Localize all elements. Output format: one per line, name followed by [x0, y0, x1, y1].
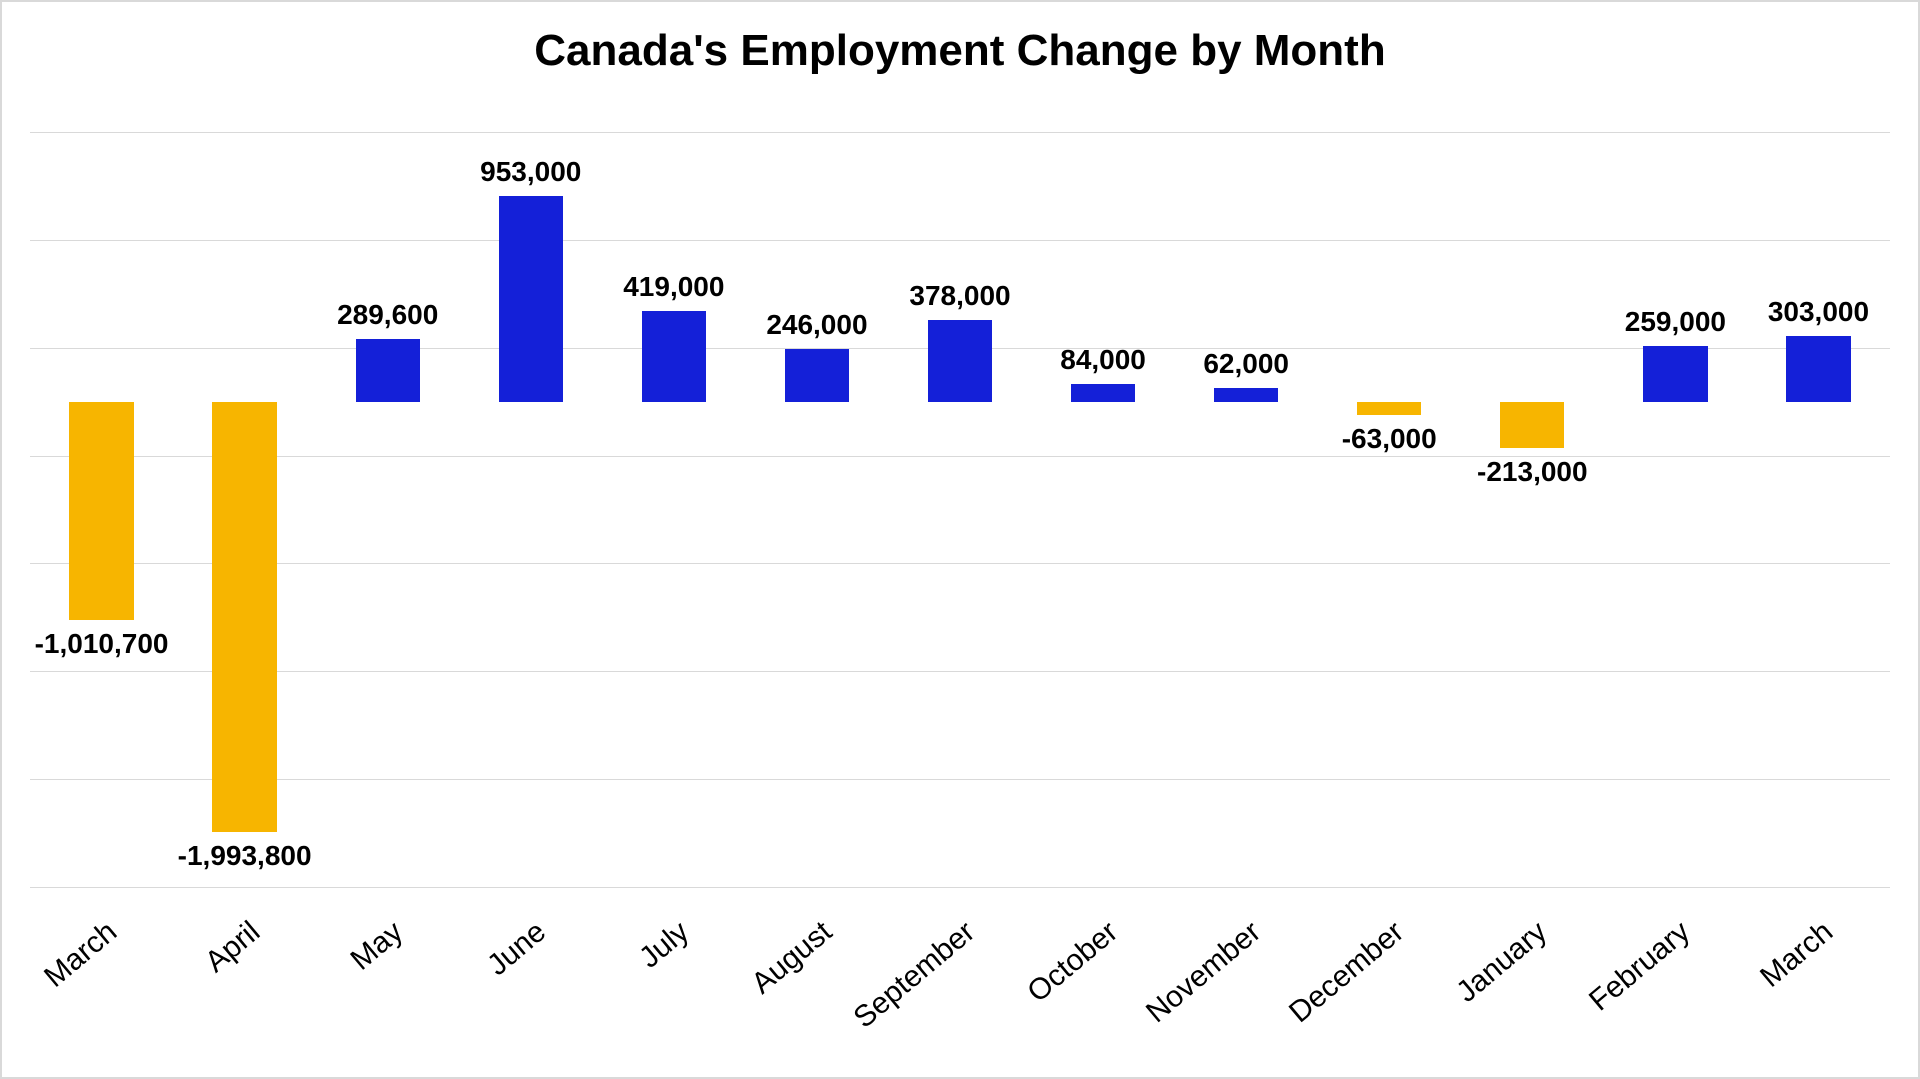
bar-value-label: 289,600 [337, 299, 438, 331]
chart-plot-area: -1,010,700March-1,993,800April289,600May… [30, 132, 1890, 887]
bar [1071, 384, 1135, 402]
chart-title: Canada's Employment Change by Month [2, 26, 1918, 76]
bar-value-label: -1,993,800 [178, 840, 312, 872]
chart-frame: Canada's Employment Change by Month -1,0… [0, 0, 1920, 1079]
bar-value-label: -213,000 [1477, 456, 1588, 488]
bar-value-label: 62,000 [1203, 348, 1289, 380]
bar-value-label: 246,000 [766, 309, 867, 341]
bar [212, 402, 276, 832]
bar [1643, 346, 1707, 402]
bar [1500, 402, 1564, 448]
bar [1357, 402, 1421, 416]
bar-value-label: 378,000 [909, 280, 1010, 312]
bar [356, 339, 420, 401]
gridline [30, 563, 1890, 564]
bar [1214, 388, 1278, 401]
gridline [30, 887, 1890, 888]
bar-value-label: 259,000 [1625, 306, 1726, 338]
bar-value-label: -63,000 [1342, 423, 1437, 455]
gridline [30, 240, 1890, 241]
gridline [30, 779, 1890, 780]
bar [69, 402, 133, 620]
bar-value-label: -1,010,700 [35, 628, 169, 660]
gridline [30, 456, 1890, 457]
bar [928, 320, 992, 402]
bar-value-label: 419,000 [623, 271, 724, 303]
bar-value-label: 953,000 [480, 156, 581, 188]
bar [1786, 336, 1850, 401]
bar [642, 311, 706, 401]
gridline [30, 671, 1890, 672]
bar [785, 349, 849, 402]
gridline [30, 132, 1890, 133]
bar-value-label: 303,000 [1768, 296, 1869, 328]
bar [499, 196, 563, 402]
bar-value-label: 84,000 [1060, 344, 1146, 376]
